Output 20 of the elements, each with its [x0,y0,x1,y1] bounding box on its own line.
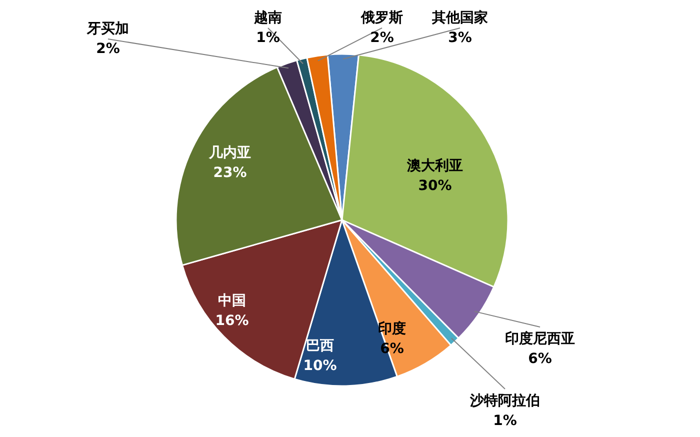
slice-label: 印度尼西亚 [505,330,575,347]
data-label: 23% [213,165,247,181]
data-label: 16% [215,313,249,329]
slice-label: 几内亚 [208,145,251,161]
data-label: 1% [256,30,280,46]
slice-label: 俄罗斯 [360,10,403,26]
slice-label: 巴西 [306,338,334,354]
slice-label: 牙买加 [86,21,129,37]
data-label: 30% [418,178,452,194]
slice-label: 其他国家 [431,9,488,26]
slice-label: 越南 [253,10,282,26]
data-label: 3% [448,30,472,46]
slice-label: 中国 [218,293,246,309]
data-label: 2% [370,30,394,46]
data-label: 6% [528,351,552,367]
slice-label: 沙特阿拉伯 [469,393,540,409]
data-label: 1% [493,413,517,429]
data-label: 2% [96,41,120,57]
data-label: 10% [303,358,337,374]
slice-label: 澳大利亚 [406,158,463,174]
